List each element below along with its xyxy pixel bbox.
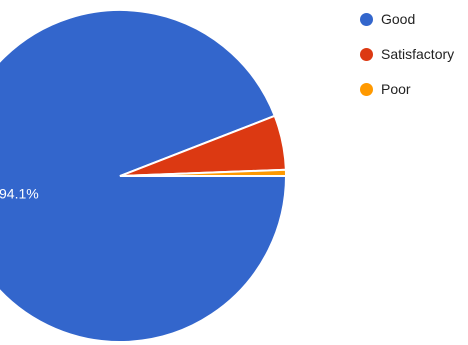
legend-label-good: Good — [381, 11, 416, 27]
legend-label-poor: Poor — [381, 81, 411, 97]
legend-item-good[interactable]: Good — [360, 7, 454, 31]
pie-slice-poor[interactable] — [119, 168, 288, 177]
legend-item-satisfactory[interactable]: Satisfactory — [360, 42, 454, 66]
legend-swatch-satisfactory-icon — [360, 47, 373, 61]
legend-item-poor[interactable]: Poor — [360, 77, 454, 101]
pie-slice-good[interactable] — [0, 9, 288, 343]
legend-swatch-good-icon — [360, 12, 373, 26]
legend-label-satisfactory: Satisfactory — [381, 46, 455, 62]
legend: Good Satisfactory Poor — [360, 7, 454, 112]
legend-swatch-poor-icon — [360, 82, 373, 96]
pie-slice-label-good: 94.1% — [0, 186, 39, 202]
